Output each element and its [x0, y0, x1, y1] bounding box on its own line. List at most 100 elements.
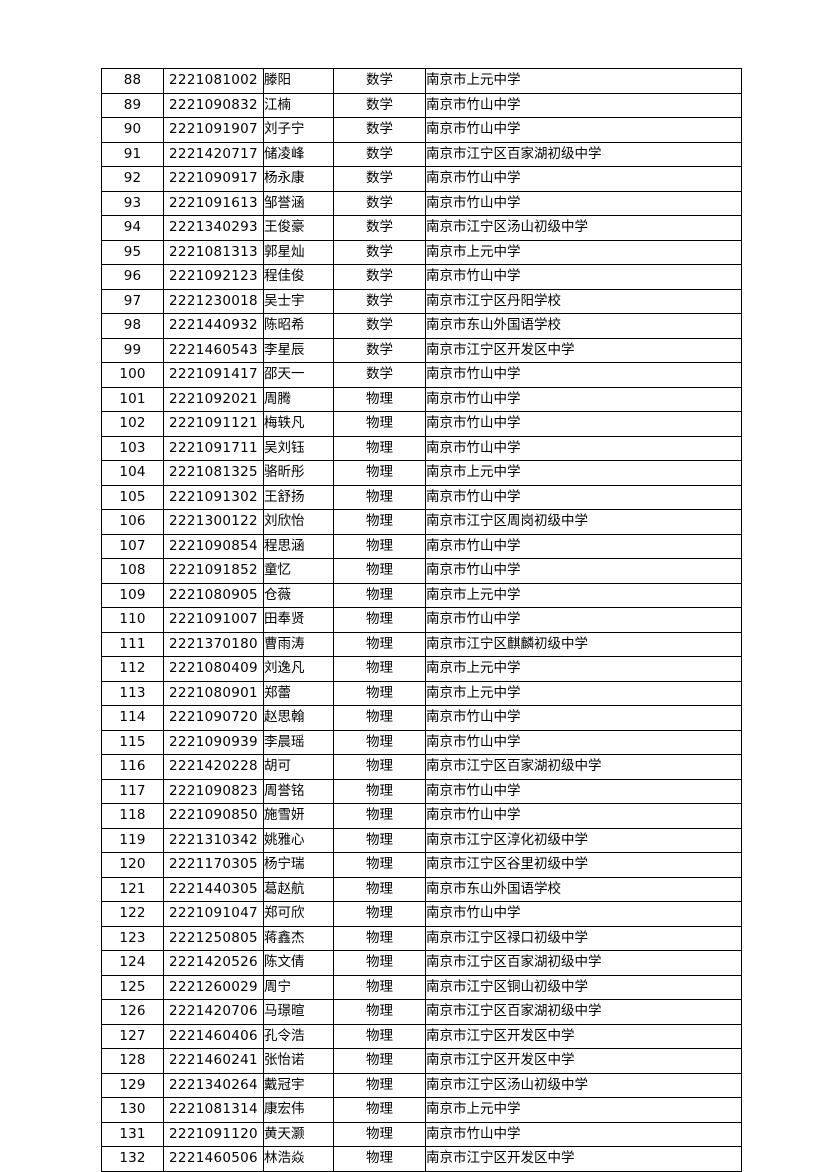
cell-subject: 数学 — [333, 239, 426, 265]
cell-school: 南京市竹山中学 — [425, 484, 742, 510]
table-row: 120 2221170305 杨宁瑞 物理 南京市江宁区谷里初级中学 — [101, 852, 742, 878]
cell-seq: 117 — [101, 778, 164, 804]
table-row: 106 2221300122 刘欣怡 物理 南京市江宁区周岗初级中学 — [101, 509, 742, 535]
cell-id: 2221260029 — [163, 974, 264, 1000]
cell-name: 滕阳 — [263, 68, 334, 94]
cell-id: 2221091121 — [163, 411, 264, 437]
cell-name: 杨宁瑞 — [263, 852, 334, 878]
cell-seq: 111 — [101, 631, 164, 657]
cell-name: 刘子宁 — [263, 117, 334, 143]
cell-school: 南京市江宁区开发区中学 — [425, 1023, 742, 1049]
table-row: 116 2221420228 胡可 物理 南京市江宁区百家湖初级中学 — [101, 754, 742, 780]
student-roster-table: 88 2221081002 滕阳 数学 南京市上元中学 89 2221090832 江楠 数学南… — [101, 68, 742, 1172]
cell-school: 南京市上元中学 — [425, 656, 742, 682]
cell-seq: 106 — [101, 509, 164, 535]
cell-id: 2221440932 — [163, 313, 264, 339]
cell-name: 王舒扬 — [263, 484, 334, 510]
cell-seq: 123 — [101, 925, 164, 951]
table-row: 125 2221260029 周宁 物理 南京市江宁区铜山初级中学 — [101, 974, 742, 1000]
cell-id: 2221091417 — [163, 362, 264, 388]
cell-id: 2221091120 — [163, 1121, 264, 1147]
cell-id: 2221080905 — [163, 582, 264, 608]
cell-seq: 107 — [101, 533, 164, 559]
cell-name: 田奉贤 — [263, 607, 334, 633]
cell-seq: 118 — [101, 803, 164, 829]
cell-school: 南京市东山外国语学校 — [425, 876, 742, 902]
cell-subject: 物理 — [333, 754, 426, 780]
table-row: 112 2221080409 刘逸凡 物理 南京市上元中学 — [101, 656, 742, 682]
cell-name: 施雪妍 — [263, 803, 334, 829]
cell-name: 郑可欣 — [263, 901, 334, 927]
roster-table-body: 88 2221081002 滕阳 数学 南京市上元中学 89 2221090832 江楠 数学南… — [101, 68, 742, 1172]
table-row: 95 2221081313 郭星灿 数学 南京市上元中学 — [101, 239, 742, 265]
cell-subject: 物理 — [333, 852, 426, 878]
cell-id: 2221090720 — [163, 705, 264, 731]
cell-school: 南京市江宁区麒麟初级中学 — [425, 631, 742, 657]
cell-name: 姚雅心 — [263, 827, 334, 853]
cell-subject: 数学 — [333, 337, 426, 363]
table-row: 127 2221460406 孔令浩 物理 南京市江宁区开发区中学 — [101, 1023, 742, 1049]
cell-subject: 物理 — [333, 1121, 426, 1147]
cell-subject: 物理 — [333, 460, 426, 486]
table-row: 98 2221440932 陈昭希 数学 南京市东山外国语学校 — [101, 313, 742, 339]
cell-school: 南京市上元中学 — [425, 582, 742, 608]
cell-seq: 98 — [101, 313, 164, 339]
cell-school: 南京市竹山中学 — [425, 1121, 742, 1147]
cell-name: 郭星灿 — [263, 239, 334, 265]
cell-seq: 127 — [101, 1023, 164, 1049]
cell-school: 南京市竹山中学 — [425, 264, 742, 290]
cell-seq: 109 — [101, 582, 164, 608]
table-row: 115 2221090939 李晨瑶 物理 南京市竹山中学 — [101, 729, 742, 755]
cell-name: 林浩焱 — [263, 1146, 334, 1172]
cell-id: 2221080409 — [163, 656, 264, 682]
cell-subject: 数学 — [333, 288, 426, 314]
cell-name: 刘欣怡 — [263, 509, 334, 535]
cell-subject: 数学 — [333, 264, 426, 290]
cell-school: 南京市上元中学 — [425, 1097, 742, 1123]
table-row: 96 2221092123 程佳俊 数学 南京市竹山中学 — [101, 264, 742, 290]
cell-name: 骆昕彤 — [263, 460, 334, 486]
cell-id: 2221091007 — [163, 607, 264, 633]
cell-subject: 物理 — [333, 778, 426, 804]
cell-seq: 128 — [101, 1048, 164, 1074]
cell-seq: 108 — [101, 558, 164, 584]
cell-seq: 126 — [101, 999, 164, 1025]
cell-school: 南京市上元中学 — [425, 68, 742, 94]
cell-name: 邹誉涵 — [263, 190, 334, 216]
cell-name: 郑蕾 — [263, 680, 334, 706]
cell-school: 南京市竹山中学 — [425, 166, 742, 192]
cell-school: 南京市江宁区开发区中学 — [425, 1048, 742, 1074]
cell-name: 孔令浩 — [263, 1023, 334, 1049]
cell-subject: 数学 — [333, 92, 426, 118]
cell-seq: 103 — [101, 435, 164, 461]
cell-name: 梅轶凡 — [263, 411, 334, 437]
table-row: 117 2221090823 周誉铭 物理 南京市竹山中学 — [101, 778, 742, 804]
cell-seq: 124 — [101, 950, 164, 976]
cell-name: 康宏伟 — [263, 1097, 334, 1123]
cell-seq: 130 — [101, 1097, 164, 1123]
cell-subject: 物理 — [333, 705, 426, 731]
cell-school: 南京市江宁区汤山初级中学 — [425, 215, 742, 241]
table-row: 97 2221230018 吴士宇 数学 南京市江宁区丹阳学校 — [101, 288, 742, 314]
cell-school: 南京市竹山中学 — [425, 190, 742, 216]
cell-subject: 物理 — [333, 435, 426, 461]
cell-id: 2221090939 — [163, 729, 264, 755]
cell-seq: 129 — [101, 1072, 164, 1098]
cell-school: 南京市江宁区铜山初级中学 — [425, 974, 742, 1000]
cell-seq: 101 — [101, 386, 164, 412]
cell-school: 南京市竹山中学 — [425, 901, 742, 927]
cell-subject: 物理 — [333, 411, 426, 437]
cell-id: 2221092021 — [163, 386, 264, 412]
table-row: 128 2221460241 张怡诺 物理 南京市江宁区开发区中学 — [101, 1048, 742, 1074]
cell-seq: 99 — [101, 337, 164, 363]
table-row: 118 2221090850 施雪妍 物理 南京市竹山中学 — [101, 803, 742, 829]
cell-id: 2221460506 — [163, 1146, 264, 1172]
table-row: 108 2221091852 童忆 物理 南京市竹山中学 — [101, 558, 742, 584]
cell-school: 南京市竹山中学 — [425, 705, 742, 731]
cell-seq: 105 — [101, 484, 164, 510]
cell-seq: 122 — [101, 901, 164, 927]
cell-id: 2221370180 — [163, 631, 264, 657]
cell-seq: 116 — [101, 754, 164, 780]
cell-name: 赵思翰 — [263, 705, 334, 731]
cell-id: 2221460406 — [163, 1023, 264, 1049]
